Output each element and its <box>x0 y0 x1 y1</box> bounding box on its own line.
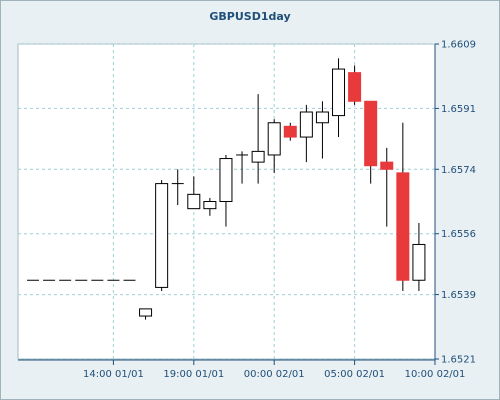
candle <box>396 122 410 291</box>
candle-body <box>251 150 265 163</box>
candles <box>27 58 426 320</box>
candle <box>412 222 426 291</box>
y-tick-label: 1.6539 <box>441 290 476 301</box>
x-tick-label: 10:00 02/01 <box>405 369 466 380</box>
x-tick-label: 14:00 01/01 <box>83 369 144 380</box>
candle-body <box>396 172 410 281</box>
candle <box>171 169 184 206</box>
y-tick-label: 1.6574 <box>441 165 476 176</box>
y-tick-label: 1.6591 <box>441 104 476 115</box>
candle <box>348 65 362 105</box>
y-tick-label: 1.6556 <box>441 229 476 240</box>
candle-body <box>332 68 346 117</box>
candle <box>364 100 378 184</box>
candle-body <box>187 193 201 210</box>
candle-body <box>219 158 233 202</box>
candle <box>155 180 169 291</box>
candle-body <box>315 111 329 124</box>
candle-body <box>139 308 153 317</box>
candle-body <box>364 100 378 167</box>
candle-body <box>380 161 394 170</box>
candle <box>299 104 313 163</box>
candle <box>203 197 217 216</box>
candle <box>380 147 394 227</box>
y-tick-label: 1.6609 <box>441 40 476 51</box>
candle-body <box>155 183 169 288</box>
candle <box>187 176 201 210</box>
x-tick-label: 00:00 02/01 <box>244 369 305 380</box>
candle-body <box>348 72 362 102</box>
candle <box>236 151 249 184</box>
x-axis: 14:00 01/01 19:00 01/01 00:00 02/01 05:00 0… <box>83 360 465 380</box>
candle-body <box>203 201 217 210</box>
candle-body <box>267 122 281 156</box>
candle-body <box>412 243 426 281</box>
candle-body <box>299 111 313 138</box>
candle <box>219 154 233 227</box>
chart-title: GBPUSD1day <box>209 10 291 23</box>
candle <box>315 101 329 159</box>
candle <box>251 94 265 184</box>
candle-body <box>283 125 297 138</box>
candle <box>332 58 346 138</box>
candle <box>139 308 153 320</box>
candle <box>267 119 281 173</box>
y-tick-label: 1.6521 <box>441 355 476 366</box>
candle <box>283 122 297 141</box>
x-tick-label: 05:00 02/01 <box>324 369 385 380</box>
y-axis: 1.6609 1.6591 1.6574 1.6556 1.6539 1.6521 <box>435 40 476 366</box>
x-tick-label: 19:00 01/01 <box>163 369 224 380</box>
